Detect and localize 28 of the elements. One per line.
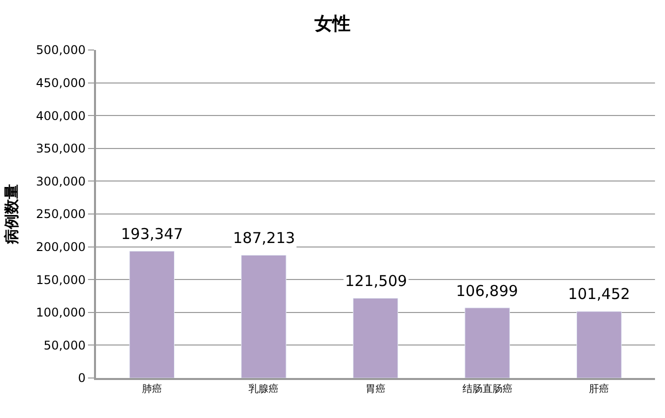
y-tick-label: 50,000 [44,338,86,352]
x-tick-label: 肺癌 [142,383,162,395]
y-tick-label: 200,000 [36,240,86,254]
y-tick-label: 300,000 [36,174,86,188]
x-tick-label: 乳腺癌 [248,383,279,395]
data-label: 193,347 [121,225,184,243]
data-label: 121,509 [345,272,408,290]
bar [464,308,510,378]
y-tick-label: 450,000 [36,76,86,90]
y-tick-label: 250,000 [36,207,86,222]
x-tick-label: 肝癌 [589,383,610,395]
y-axis-title: 病例数量 [2,184,21,245]
y-tick-label: 400,000 [36,108,86,123]
x-tick-label: 结肠直肠癌 [462,383,512,395]
data-label: 106,899 [456,282,518,300]
y-tick-label: 350,000 [36,142,86,156]
y-tick-label: 500,000 [36,43,86,58]
y-tick-label: 0 [78,371,86,386]
data-label: 187,213 [233,229,296,247]
y-tick-label: 150,000 [36,272,86,287]
bar [129,250,175,378]
bar [576,311,622,378]
x-tick-label: 胃癌 [366,383,386,395]
data-label: 101,452 [568,285,630,303]
bar [241,254,286,378]
chart-title: 女性 [314,13,350,34]
y-tick-label: 100,000 [36,306,86,320]
bar [352,298,398,378]
